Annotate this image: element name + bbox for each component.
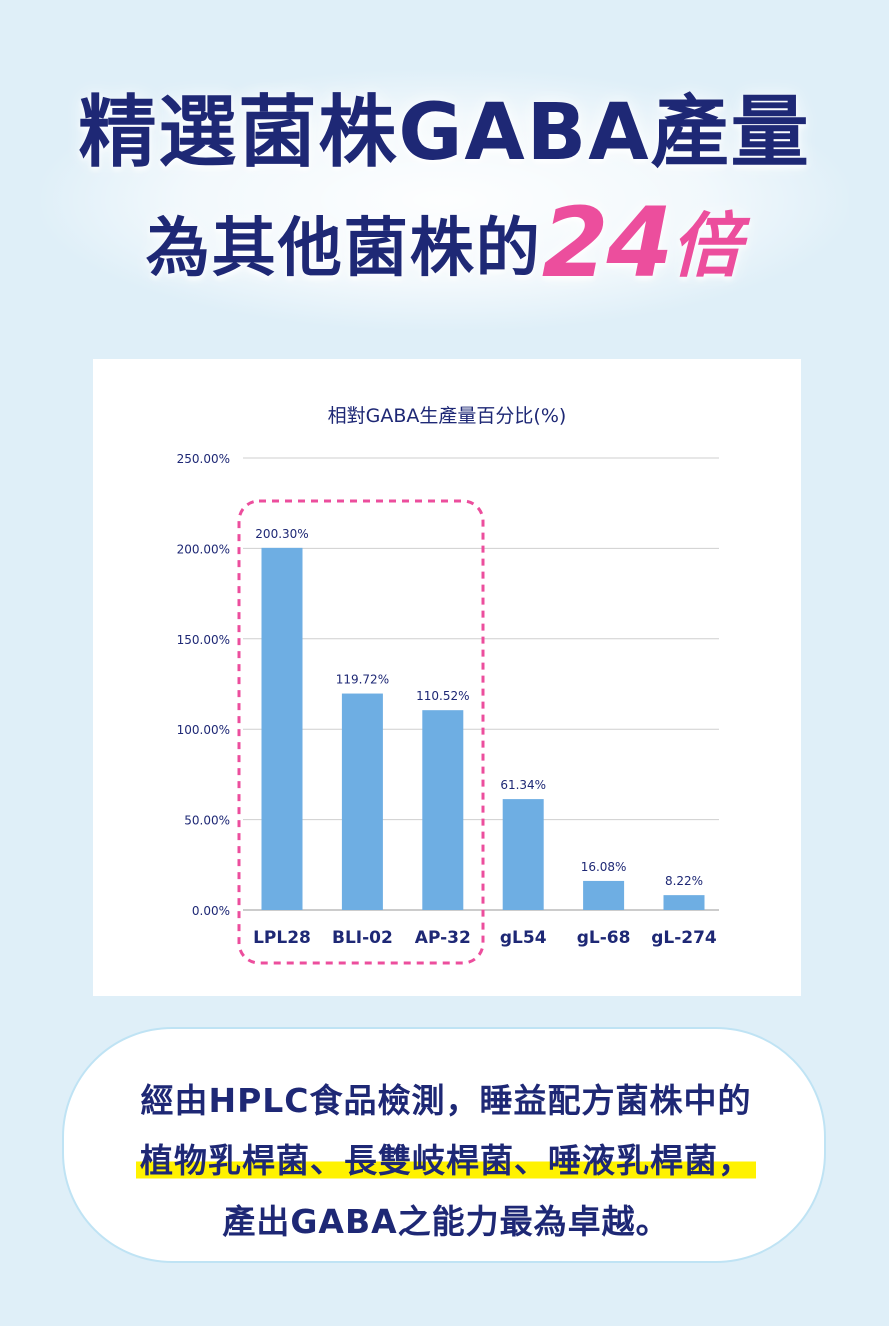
x-tick-label: LPL28 — [253, 928, 311, 948]
y-tick-label: 150.00% — [177, 633, 230, 647]
x-tick-label: gL-68 — [577, 928, 631, 948]
bar-lpl28 — [261, 547, 303, 910]
bar-ap-32 — [422, 710, 464, 910]
data-label: 16.08% — [581, 860, 627, 874]
bar-gl54 — [502, 799, 544, 910]
headline-line2: 為其他菌株的24倍 — [0, 195, 889, 294]
bar-gl-274 — [663, 895, 705, 910]
x-tick-label: gL-274 — [651, 928, 717, 948]
data-label: 8.22% — [665, 874, 703, 888]
y-tick-label: 250.00% — [177, 452, 230, 466]
y-tick-label: 200.00% — [177, 542, 230, 556]
note-line-1: 經由HPLC食品檢測，睡益配方菌株中的 — [140, 1081, 752, 1120]
note-line-2-highlighted: 植物乳桿菌、長雙岐桿菌、唾液乳桿菌， — [136, 1141, 756, 1180]
headline-line2-prefix: 為其他菌株的 — [145, 212, 542, 286]
note-line-3: 產出GABA之能力最為卓越。 — [222, 1202, 670, 1241]
x-tick-label: BLI-02 — [332, 928, 393, 948]
x-tick-label: AP-32 — [415, 928, 471, 948]
bar-chart: 相對GABA生產量百分比(%) 0.00% 50.00% 100.00% 150.00… — [177, 405, 719, 965]
y-tick-label: 0.00% — [192, 904, 230, 918]
data-label: 119.72% — [336, 673, 389, 687]
headline-glow — [40, 70, 849, 330]
data-label: 110.52% — [416, 689, 469, 703]
chart-title: 相對GABA生產量百分比(%) — [328, 405, 567, 427]
bar-bli-02 — [341, 693, 383, 910]
chart-card: 相對GABA生產量百分比(%) 0.00% 50.00% 100.00% 150.00… — [93, 359, 801, 996]
x-tick-label: gL54 — [500, 928, 547, 948]
headline-multiplier-number: 24 — [541, 187, 674, 299]
y-tick-label: 50.00% — [184, 814, 230, 828]
note-line-2: 植物乳桿菌、長雙岐桿菌、唾液乳桿菌， — [64, 1134, 828, 1182]
bar-gl-68 — [583, 880, 625, 910]
data-label: 200.30% — [255, 527, 308, 541]
data-label: 61.34% — [500, 778, 546, 792]
highlight-box — [237, 499, 485, 965]
y-tick-label: 100.00% — [177, 723, 230, 737]
headline-line1: 精選菌株GABA產量 — [78, 88, 811, 178]
note-box: 經由HPLC食品檢測，睡益配方菌株中的 植物乳桿菌、長雙岐桿菌、唾液乳桿菌， 產… — [62, 1027, 826, 1263]
headline-multiplier-suffix: 倍 — [671, 205, 744, 287]
